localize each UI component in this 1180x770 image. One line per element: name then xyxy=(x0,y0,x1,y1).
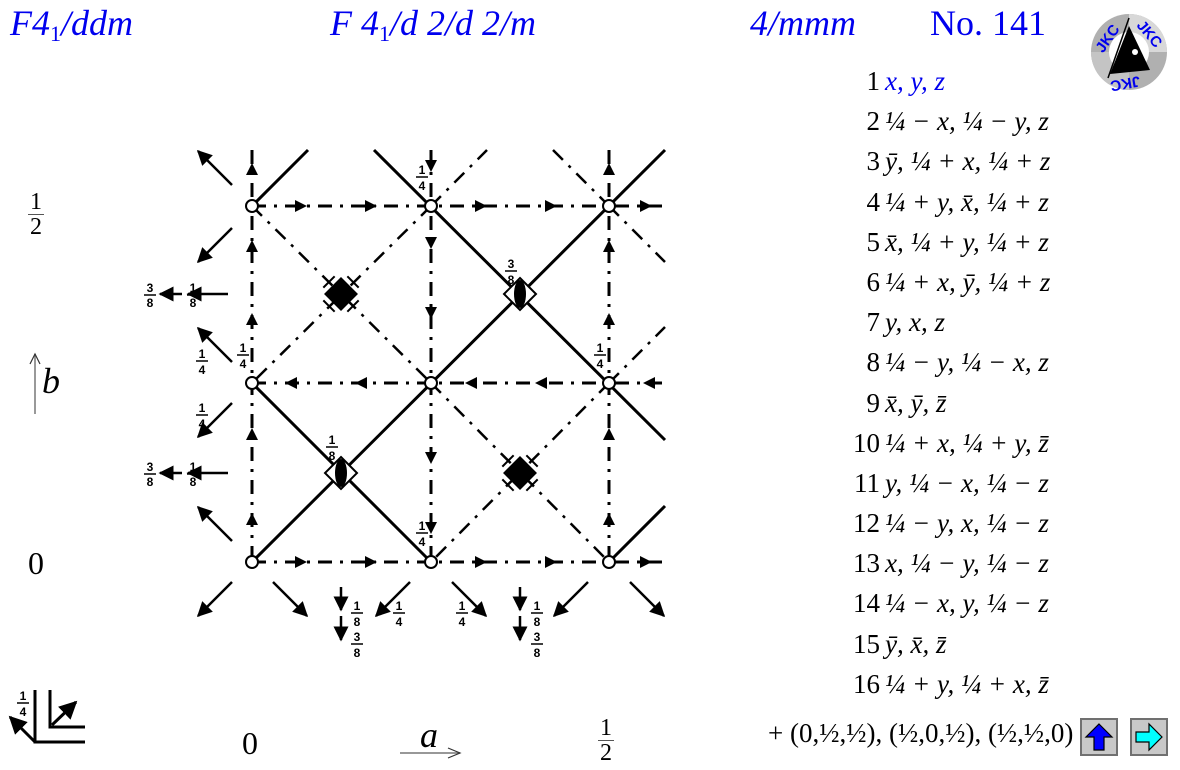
short-symbol-main: F4 xyxy=(10,3,50,43)
svg-text:8: 8 xyxy=(508,273,515,287)
svg-text:8: 8 xyxy=(534,646,541,660)
svg-text:3: 3 xyxy=(147,281,154,295)
svg-text:4: 4 xyxy=(240,357,247,371)
operation-row: 15 ȳ, x̄, z̄ xyxy=(853,628,947,659)
svg-text:1: 1 xyxy=(199,401,206,415)
svg-text:4: 4 xyxy=(419,179,426,193)
svg-text:4: 4 xyxy=(199,363,206,377)
svg-text:1: 1 xyxy=(329,433,336,447)
svg-text:1: 1 xyxy=(240,341,247,355)
short-symbol-sub: 1 xyxy=(50,21,61,46)
point-group: 4/mmm xyxy=(750,2,856,44)
right-arrow-icon xyxy=(1135,722,1163,752)
svg-text:1: 1 xyxy=(190,281,197,295)
full-symbol: F 41/d 2/d 2/m xyxy=(330,2,536,47)
short-symbol-suffix: /ddm xyxy=(61,3,133,43)
svg-text:3: 3 xyxy=(508,257,515,271)
svg-text:4: 4 xyxy=(396,615,403,629)
svg-text:1: 1 xyxy=(20,689,27,703)
operation-row: 10 ¼ + x, ¼ + y, z̄ xyxy=(853,427,1049,458)
operation-row: 1 x, y, z xyxy=(866,66,946,96)
y-axis-label: b xyxy=(42,361,60,401)
svg-text:4: 4 xyxy=(20,705,27,719)
twofold-axis-arrows xyxy=(158,149,666,642)
x-axis-zero-label: 0 xyxy=(242,725,258,761)
centering-translations: + (0,½,½), (½,0,½), (½,½,0) xyxy=(768,718,1074,748)
svg-text:8: 8 xyxy=(354,646,361,660)
arrow-height-labels: 38 18 38 18 14 14 18 38 14 14 18 38 xyxy=(144,281,543,660)
up-arrow-icon xyxy=(1084,723,1114,751)
inversion-centers xyxy=(245,199,616,569)
operation-row: 5 x̄, ¼ + y, ¼ + z xyxy=(866,226,1049,257)
svg-text:JKC: JKC xyxy=(1109,72,1142,92)
svg-text:1: 1 xyxy=(354,599,361,613)
x-axis-arrow-icon xyxy=(400,747,462,759)
svg-text:4: 4 xyxy=(199,417,206,431)
operation-row: 14 ¼ − x, y, ¼ − z xyxy=(853,588,1049,619)
svg-text:3: 3 xyxy=(534,630,541,644)
svg-text:1: 1 xyxy=(597,341,604,355)
svg-text:1: 1 xyxy=(190,460,197,474)
symmetry-diagram: 14 14 14 14 38 18 38 18 38 18 14 14 18 xyxy=(8,148,667,744)
mirror-lines xyxy=(250,148,667,564)
glide-arrows xyxy=(246,160,655,568)
svg-text:8: 8 xyxy=(147,475,154,489)
operation-row: 3 ȳ, ¼ + x, ¼ + z xyxy=(866,146,1051,177)
svg-text:1: 1 xyxy=(419,163,426,177)
up-button[interactable] xyxy=(1080,718,1118,756)
full-symbol-suffix: /d 2/d 2/m xyxy=(390,3,537,43)
diagonal-glide-lines xyxy=(251,149,666,563)
svg-text:4: 4 xyxy=(597,357,604,371)
svg-text:8: 8 xyxy=(190,475,197,489)
axis-legend-icon xyxy=(8,690,85,744)
glide-plane-lines xyxy=(250,150,665,564)
svg-text:8: 8 xyxy=(147,296,154,310)
full-symbol-main: F 4 xyxy=(330,3,379,43)
svg-text:1: 1 xyxy=(419,519,426,533)
operation-row: 12 ¼ − y, x, ¼ − z xyxy=(853,508,1049,539)
svg-text:8: 8 xyxy=(329,449,336,463)
svg-text:4: 4 xyxy=(459,615,466,629)
height-labels: 1 4 1 4 1 4 1 4 3 8 1 8 xyxy=(237,163,606,549)
svg-text:1: 1 xyxy=(396,599,403,613)
next-button[interactable] xyxy=(1130,718,1168,756)
jkc-logo-icon[interactable]: JKC JKC JKC xyxy=(1088,12,1170,92)
svg-text:8: 8 xyxy=(534,615,541,629)
svg-text:8: 8 xyxy=(190,296,197,310)
svg-text:8: 8 xyxy=(354,615,361,629)
svg-text:3: 3 xyxy=(354,630,361,644)
svg-text:3: 3 xyxy=(147,460,154,474)
y-axis-zero-label: 0 xyxy=(28,545,44,581)
space-group-number: No. 141 xyxy=(930,3,1046,43)
x-axis-label: a xyxy=(420,715,438,755)
operation-row: 16 ¼ + y, ¼ + x, z̄ xyxy=(853,668,1049,699)
point-group-text: 4/mmm xyxy=(750,3,856,43)
full-symbol-sub: 1 xyxy=(379,21,390,46)
screw-axes xyxy=(323,276,538,491)
svg-text:1: 1 xyxy=(199,347,206,361)
operation-row: 7 y, x, z xyxy=(866,307,946,338)
svg-text:1: 1 xyxy=(459,599,466,613)
operation-row: 13 x, ¼ − y, ¼ − z xyxy=(853,548,1049,579)
operation-row: 11 y, ¼ − x, ¼ − z xyxy=(854,467,1049,498)
short-symbol: F41/ddm xyxy=(10,2,133,47)
operation-row: 9 x̄, ȳ, z̄ xyxy=(866,387,947,418)
svg-text:1: 1 xyxy=(534,599,541,613)
y-axis-arrow-icon xyxy=(29,352,41,414)
svg-text:4: 4 xyxy=(419,535,426,549)
